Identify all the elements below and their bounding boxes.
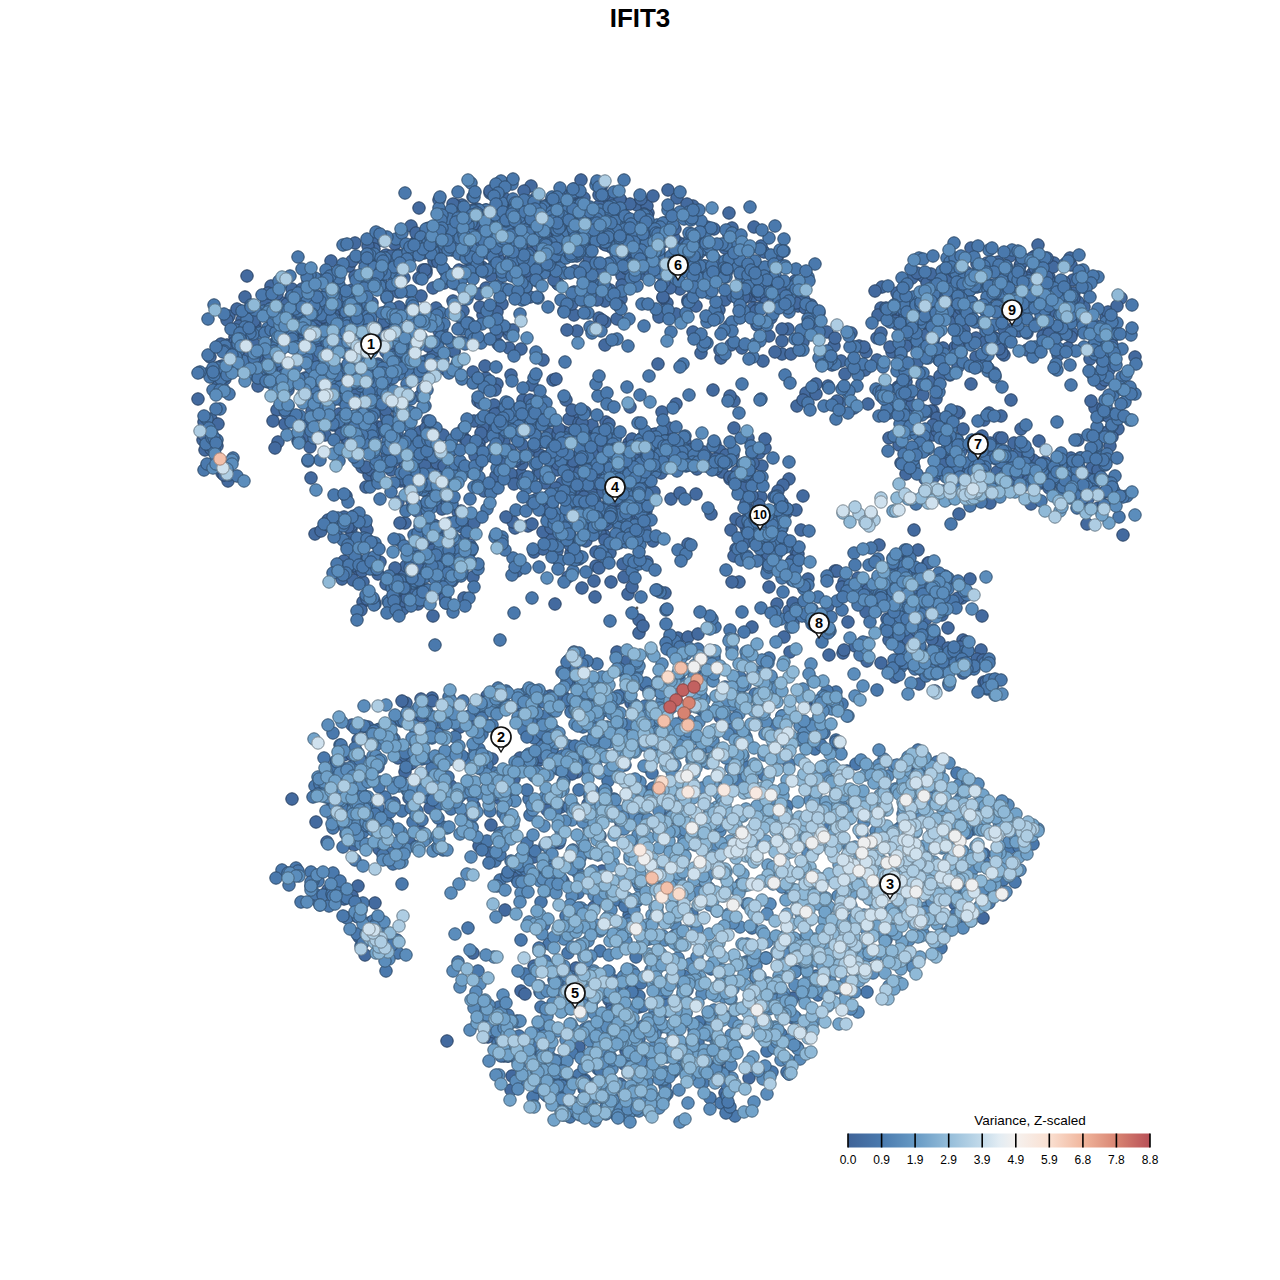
svg-text:3.9: 3.9 [974,1153,991,1167]
svg-text:10: 10 [753,508,767,522]
svg-text:4: 4 [611,479,619,495]
svg-text:0.9: 0.9 [873,1153,890,1167]
svg-text:0.0: 0.0 [840,1153,857,1167]
svg-text:6: 6 [674,257,682,273]
svg-text:5.9: 5.9 [1041,1153,1058,1167]
svg-text:9: 9 [1008,302,1016,318]
svg-text:7: 7 [974,436,982,452]
svg-text:8.8: 8.8 [1142,1153,1159,1167]
svg-text:Variance, Z-scaled: Variance, Z-scaled [974,1113,1086,1128]
svg-text:2: 2 [497,729,505,745]
svg-text:6.8: 6.8 [1075,1153,1092,1167]
svg-text:1.9: 1.9 [907,1153,924,1167]
svg-text:2.9: 2.9 [940,1153,957,1167]
svg-text:7.8: 7.8 [1108,1153,1125,1167]
svg-text:1: 1 [367,336,375,352]
svg-text:5: 5 [571,985,579,1001]
svg-text:8: 8 [815,615,823,631]
svg-text:3: 3 [886,876,894,892]
svg-text:IFIT3: IFIT3 [610,3,671,33]
svg-text:4.9: 4.9 [1007,1153,1024,1167]
